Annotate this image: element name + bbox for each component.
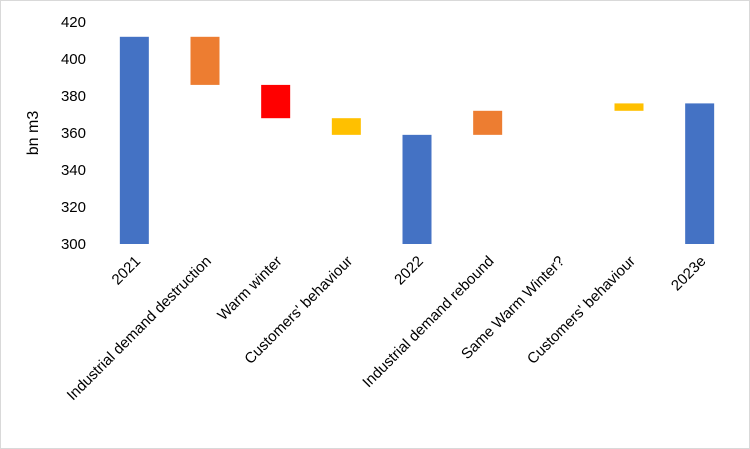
bar-change <box>473 110 503 135</box>
y-tick-label: 360 <box>61 125 86 142</box>
bar-total <box>402 134 432 244</box>
y-tick-label: 380 <box>61 88 86 105</box>
x-tick-label: Industrial demand destruction <box>64 253 215 404</box>
y-axis-label: bn m3 <box>25 111 42 156</box>
y-tick-label: 400 <box>61 51 86 68</box>
bar-total <box>119 36 149 244</box>
x-tick-label: 2021 <box>109 253 145 289</box>
bar-total <box>685 103 715 245</box>
x-tick-label: Industrial demand rebound <box>359 253 497 391</box>
bars-group <box>119 36 715 245</box>
bar-change <box>190 36 220 85</box>
bar-change <box>614 103 644 111</box>
y-axis: 300 320 340 360 380 400 420 <box>61 14 86 253</box>
bar-change <box>261 84 291 119</box>
bar-change <box>331 118 361 135</box>
y-tick-label: 320 <box>61 199 86 216</box>
y-tick-label: 340 <box>61 162 86 179</box>
y-tick-label: 420 <box>61 14 86 31</box>
y-tick-label: 300 <box>61 236 86 253</box>
x-tick-label: 2023e <box>668 253 710 295</box>
x-tick-label: 2022 <box>391 253 427 289</box>
x-tick-label: Warm winter <box>214 253 285 324</box>
